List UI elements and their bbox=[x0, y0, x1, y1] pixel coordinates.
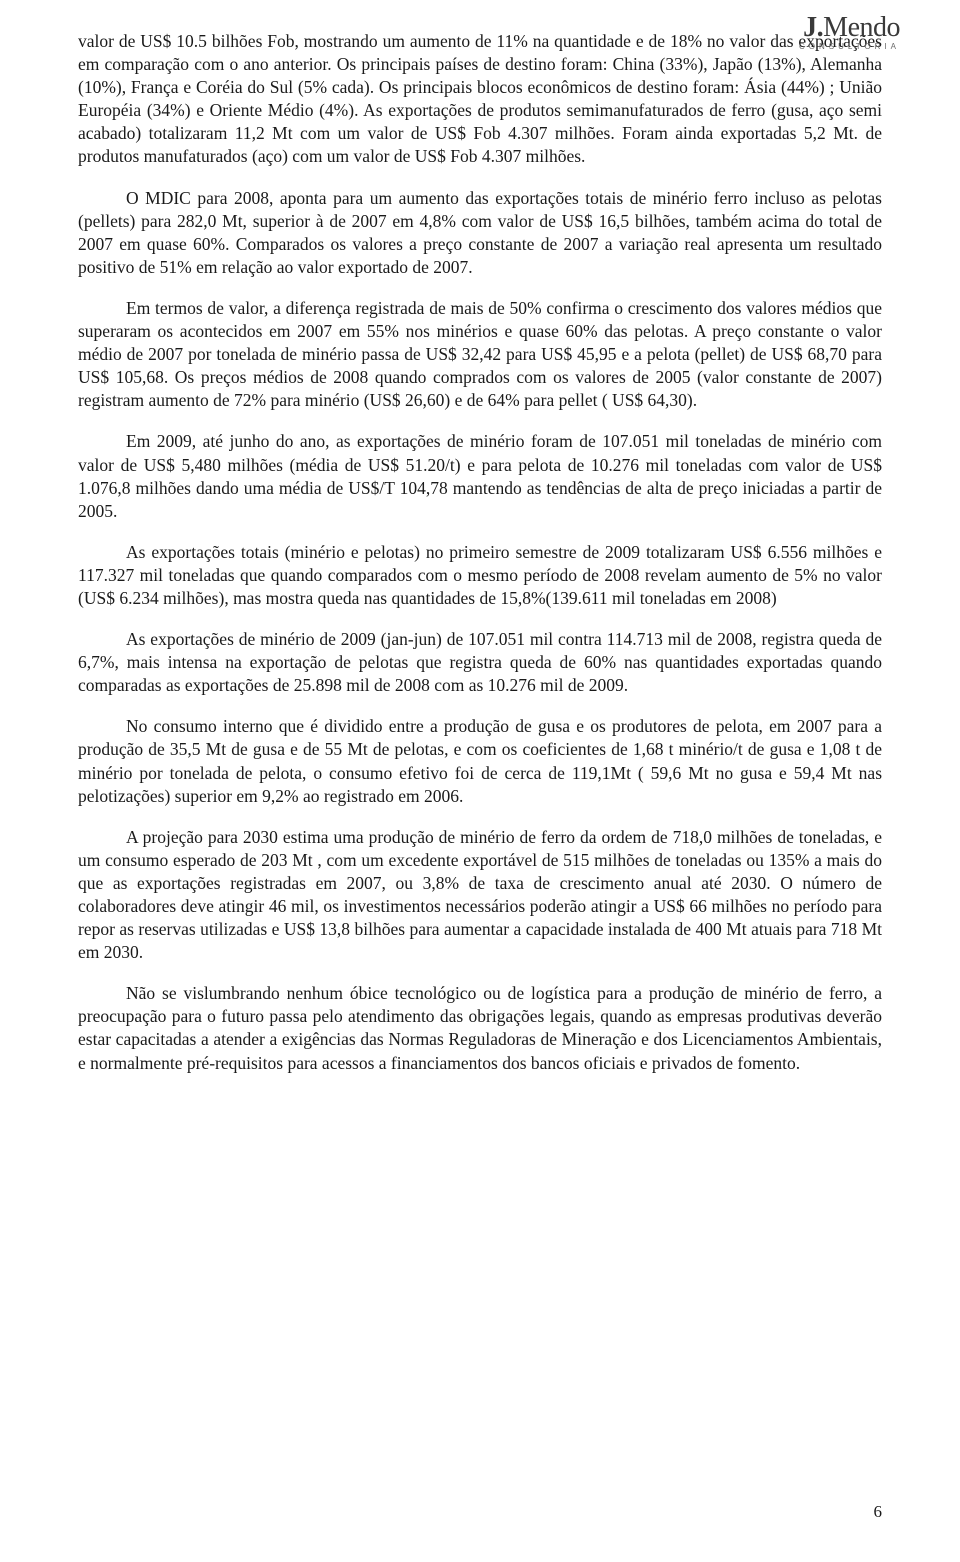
document-page: J.Mendo CONSULTORIA valor de US$ 10.5 bi… bbox=[0, 0, 960, 1562]
paragraph-7: No consumo interno que é dividido entre … bbox=[78, 715, 882, 807]
paragraph-8: A projeção para 2030 estima uma produção… bbox=[78, 826, 882, 965]
paragraph-4: Em 2009, até junho do ano, as exportaçõe… bbox=[78, 430, 882, 522]
paragraph-6: As exportações de minério de 2009 (jan-j… bbox=[78, 628, 882, 697]
brand-logo: J.Mendo CONSULTORIA bbox=[799, 14, 900, 51]
brand-subtitle: CONSULTORIA bbox=[799, 43, 900, 51]
paragraph-5: As exportações totais (minério e pelotas… bbox=[78, 541, 882, 610]
paragraph-2: O MDIC para 2008, aponta para um aumento… bbox=[78, 187, 882, 279]
paragraph-9: Não se vislumbrando nenhum óbice tecnoló… bbox=[78, 982, 882, 1074]
document-body: valor de US$ 10.5 bilhões Fob, mostrando… bbox=[78, 30, 882, 1075]
paragraph-3: Em termos de valor, a diferença registra… bbox=[78, 297, 882, 412]
page-number: 6 bbox=[874, 1502, 883, 1522]
paragraph-1: valor de US$ 10.5 bilhões Fob, mostrando… bbox=[78, 30, 882, 169]
brand-name: J.Mendo bbox=[799, 14, 900, 42]
